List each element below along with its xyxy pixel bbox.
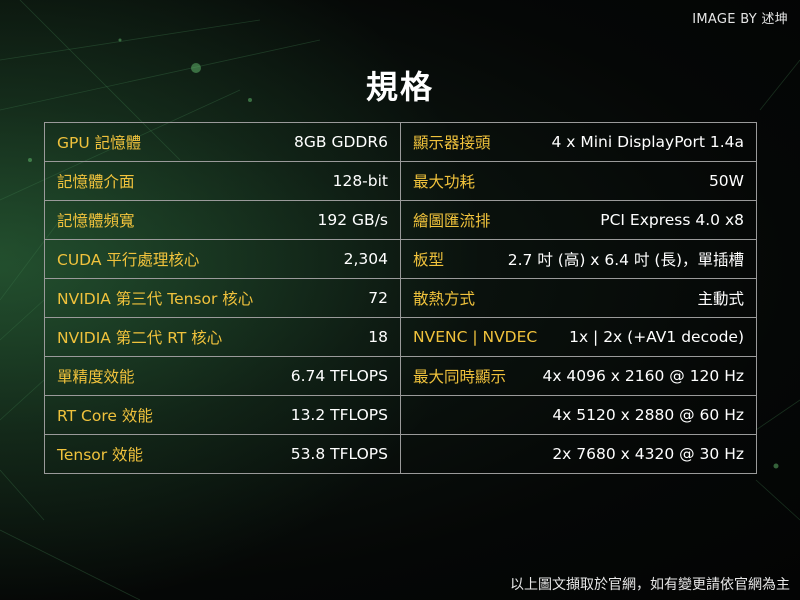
left-cell: RT Core 效能 13.2 TFLOPS xyxy=(44,395,401,435)
spec-label: 單精度效能 xyxy=(57,368,135,386)
table-row: 記憶體介面 128-bit 最大功耗 50W xyxy=(44,161,757,201)
spec-value: 主動式 xyxy=(697,290,744,308)
spec-value: 72 xyxy=(368,289,388,307)
spec-value: 18 xyxy=(368,328,388,346)
footer-note: 以上圖文擷取於官網，如有變更請依官網為主 xyxy=(510,577,790,593)
spec-label: 板型 xyxy=(413,251,445,269)
spec-label: RT Core 效能 xyxy=(57,407,153,425)
spec-value: 13.2 TFLOPS xyxy=(290,406,388,424)
left-cell: Tensor 效能 53.8 TFLOPS xyxy=(44,434,401,474)
right-cell: 繪圖匯流排 PCI Express 4.0 x8 xyxy=(400,200,757,240)
spec-value: 128-bit xyxy=(332,172,388,190)
table-row: NVIDIA 第三代 Tensor 核心 72 散熱方式 主動式 xyxy=(44,278,757,318)
spec-value: 4x 4096 x 2160 @ 120 Hz xyxy=(542,367,744,385)
spec-value: 8GB GDDR6 xyxy=(294,133,388,151)
table-row: CUDA 平行處理核心 2,304 板型 2.7 吋 (高) x 6.4 吋 (長)，… xyxy=(44,239,757,279)
spec-value: 6.74 TFLOPS xyxy=(290,367,388,385)
table-row: 記憶體頻寬 192 GB/s 繪圖匯流排 PCI Express 4.0 x8 xyxy=(44,200,757,240)
spec-label: 顯示器接頭 xyxy=(413,134,491,152)
spec-value: 2.7 吋 (高) x 6.4 吋 (長)，單插槽 xyxy=(507,251,744,269)
spec-label: Tensor 效能 xyxy=(57,446,144,464)
right-cell: NVENC | NVDEC 1x | 2x (+AV1 decode) xyxy=(400,317,757,357)
spec-value: 192 GB/s xyxy=(317,211,388,229)
left-cell: 記憶體頻寬 192 GB/s xyxy=(44,200,401,240)
spec-value: PCI Express 4.0 x8 xyxy=(600,211,744,229)
table-row: Tensor 效能 53.8 TFLOPS 2x 7680 x 4320 @ 30 … xyxy=(44,434,757,474)
left-cell: 記憶體介面 128-bit xyxy=(44,161,401,201)
right-cell: 板型 2.7 吋 (高) x 6.4 吋 (長)，單插槽 xyxy=(400,239,757,279)
right-cell: 顯示器接頭 4 x Mini DisplayPort 1.4a xyxy=(400,122,757,162)
spec-label: 最大功耗 xyxy=(413,173,476,191)
right-cell: 散熱方式 主動式 xyxy=(400,278,757,318)
left-cell: 單精度效能 6.74 TFLOPS xyxy=(44,356,401,396)
right-cell: 最大同時顯示 4x 4096 x 2160 @ 120 Hz xyxy=(400,356,757,396)
spec-label: 最大同時顯示 xyxy=(413,368,507,386)
spec-label: 記憶體頻寬 xyxy=(57,212,135,230)
spec-value: 4 x Mini DisplayPort 1.4a xyxy=(551,133,744,151)
spec-label: NVENC | NVDEC xyxy=(413,328,538,346)
left-cell: GPU 記憶體 8GB GDDR6 xyxy=(44,122,401,162)
table-row: RT Core 效能 13.2 TFLOPS 4x 5120 x 2880 @ 60… xyxy=(44,395,757,435)
spec-label: 散熱方式 xyxy=(413,290,476,308)
right-cell: 2x 7680 x 4320 @ 30 Hz xyxy=(400,434,757,474)
left-cell: NVIDIA 第二代 RT 核心 18 xyxy=(44,317,401,357)
spec-label: 繪圖匯流排 xyxy=(413,212,491,230)
spec-label: NVIDIA 第二代 RT 核心 xyxy=(57,329,223,347)
spec-label: CUDA 平行處理核心 xyxy=(57,251,200,269)
spec-value: 1x | 2x (+AV1 decode) xyxy=(569,328,744,346)
page-title: 規格 xyxy=(365,68,434,106)
table-row: 單精度效能 6.74 TFLOPS 最大同時顯示 4x 4096 x 2160 @ 1… xyxy=(44,356,757,396)
spec-label: 記憶體介面 xyxy=(57,173,135,191)
spec-value: 50W xyxy=(708,172,744,190)
spec-value: 2x 7680 x 4320 @ 30 Hz xyxy=(552,445,744,463)
table-row: GPU 記憶體 8GB GDDR6 顯示器接頭 4 x Mini DisplayPor… xyxy=(44,122,757,162)
image-credit: IMAGE BY 述坤 xyxy=(692,12,788,27)
spec-value: 2,304 xyxy=(343,250,388,268)
spec-value: 53.8 TFLOPS xyxy=(290,445,388,463)
spec-label: GPU 記憶體 xyxy=(57,134,142,152)
right-cell: 最大功耗 50W xyxy=(400,161,757,201)
spec-label: NVIDIA 第三代 Tensor 核心 xyxy=(57,290,254,308)
left-cell: CUDA 平行處理核心 2,304 xyxy=(44,239,401,279)
right-cell: 4x 5120 x 2880 @ 60 Hz xyxy=(400,395,757,435)
spec-table: GPU 記憶體 8GB GDDR6 顯示器接頭 4 x Mini DisplayPor… xyxy=(44,122,757,474)
table-row: NVIDIA 第二代 RT 核心 18 NVENC | NVDEC 1x | 2x (… xyxy=(44,317,757,357)
left-cell: NVIDIA 第三代 Tensor 核心 72 xyxy=(44,278,401,318)
spec-value: 4x 5120 x 2880 @ 60 Hz xyxy=(552,406,744,424)
